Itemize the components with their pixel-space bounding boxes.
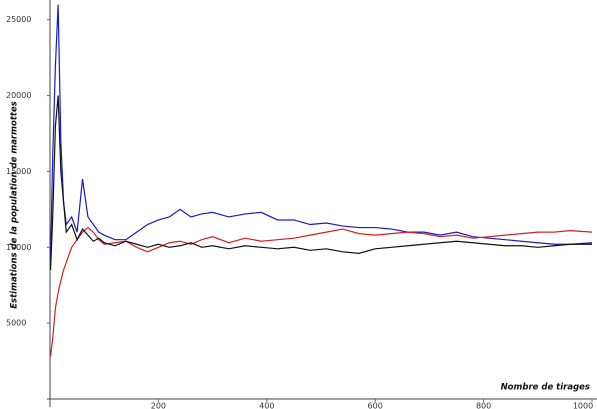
series-line <box>49 95 592 271</box>
y-axis-title: Estimations de la population de marmotte… <box>10 101 20 309</box>
y-tick-label: 20000 <box>6 91 31 100</box>
x-tick-label: 400 <box>259 402 274 409</box>
y-tick-label: 10000 <box>6 243 31 252</box>
y-tick-label: 15000 <box>6 167 31 176</box>
x-tick-label: 600 <box>368 402 383 409</box>
x-axis-title: Nombre de tirages <box>501 383 590 393</box>
x-tick-label: 800 <box>476 402 491 409</box>
series-line <box>49 226 593 357</box>
y-tick-label: 25000 <box>6 15 31 24</box>
series-line <box>49 4 593 263</box>
x-tick-label: 200 <box>151 402 166 409</box>
y-tick-label: 5000 <box>6 319 26 328</box>
x-tick-label: 1000 <box>573 402 593 409</box>
